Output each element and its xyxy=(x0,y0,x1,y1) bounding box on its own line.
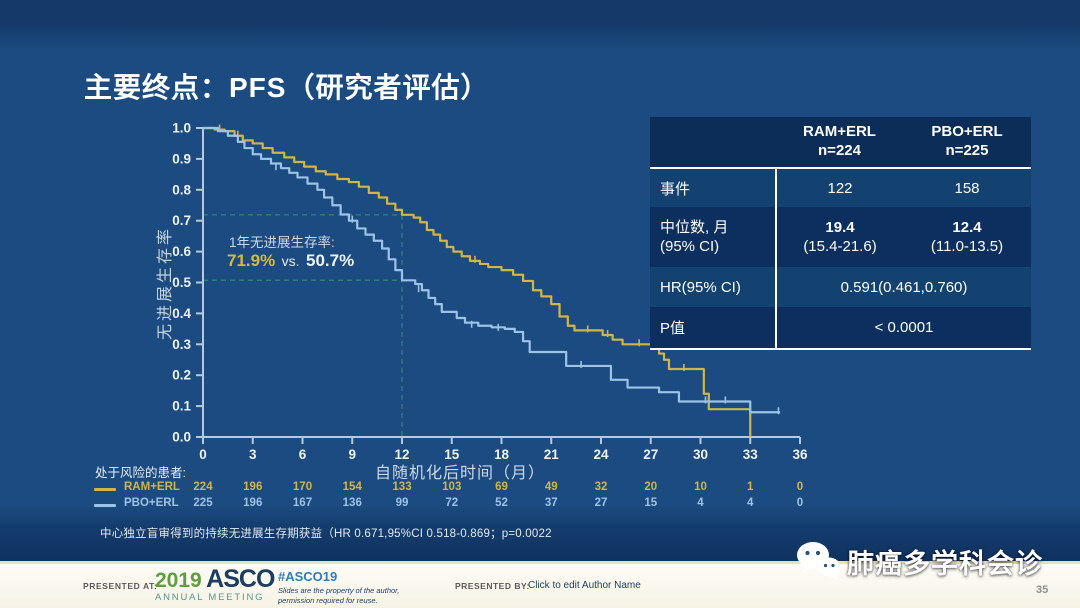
risk-row-ram-erl: RAM+ERL 224 196 170 154 133 103 69 49 32 20 10 1 0 xyxy=(0,481,1080,497)
svg-text:1.0: 1.0 xyxy=(172,121,191,136)
reference-lines xyxy=(203,214,403,437)
svg-text:0.5: 0.5 xyxy=(172,275,191,290)
legend-label: RAM+ERL xyxy=(124,481,180,493)
legend-dash xyxy=(94,488,116,491)
svg-text:0.1: 0.1 xyxy=(172,399,191,414)
risk-count: 103 xyxy=(442,481,462,493)
legend-dash xyxy=(94,504,116,507)
asco-logo-year: 2019 xyxy=(155,569,202,592)
svg-text:6: 6 xyxy=(299,447,307,462)
presented-by-label: PRESENTED BY: xyxy=(455,581,530,591)
footer-divider xyxy=(0,561,1080,564)
risk-count: 72 xyxy=(445,497,459,509)
stats-header-empty xyxy=(650,117,776,169)
watermark-text: 肺癌多学科会诊 xyxy=(847,548,1043,579)
svg-text:15: 15 xyxy=(444,447,460,462)
risk-count: 4 xyxy=(747,497,754,509)
stats-row-pvalue: P值 < 0.0001 xyxy=(650,307,1031,350)
svg-text:21: 21 xyxy=(544,447,560,462)
risk-count: 99 xyxy=(395,497,409,509)
stats-header-row: RAM+ERL n=224 PBO+ERL n=225 xyxy=(650,117,1031,169)
annotation-1yr-pfs-label: 1年无进展生存率: xyxy=(229,235,335,250)
stats-row-events: 事件 122 158 xyxy=(650,168,1031,207)
annotation-vs: vs. xyxy=(281,253,300,269)
hashtag: #ASCO19 xyxy=(278,569,338,584)
annotation-ram-value: 71.9% xyxy=(227,251,276,270)
svg-text:0.9: 0.9 xyxy=(172,151,191,166)
stats-table: RAM+ERL n=224 PBO+ERL n=225 事件 122 158 中… xyxy=(650,117,1031,350)
risk-count: 170 xyxy=(292,481,313,493)
svg-text:36: 36 xyxy=(792,447,808,462)
series-ram-erl xyxy=(203,124,752,437)
watermark: 肺癌多学科会诊 xyxy=(795,540,1043,582)
svg-text:0: 0 xyxy=(199,447,207,462)
risk-count: 154 xyxy=(342,481,362,493)
footnote: 中心独立盲审得到的持续无进展生存期获益（HR 0.671,95%CI 0.518… xyxy=(100,528,552,540)
risk-count: 10 xyxy=(694,481,707,493)
footer-fineprint: Slides are the property of the author, p… xyxy=(278,586,400,606)
svg-text:0.3: 0.3 xyxy=(172,337,191,352)
svg-text:12: 12 xyxy=(394,447,409,462)
risk-row-pbo-erl: PBO+ERL 225 196 167 136 99 72 52 37 27 15 4 4 0 xyxy=(0,497,1080,513)
footer-bar xyxy=(0,564,1080,608)
series-pbo-erl xyxy=(203,126,781,415)
asco-logo-name: ASCO xyxy=(206,565,275,593)
wechat-icon xyxy=(797,542,841,580)
svg-text:0.4: 0.4 xyxy=(172,306,191,321)
risk-count: 37 xyxy=(544,497,558,509)
risk-count: 133 xyxy=(392,481,412,493)
svg-text:9: 9 xyxy=(348,447,356,462)
svg-text:33: 33 xyxy=(743,447,759,462)
asco-logo-subtitle: ANNUAL MEETING xyxy=(155,592,265,603)
legend-label: PBO+ERL xyxy=(124,497,179,509)
risk-count: 32 xyxy=(594,481,608,493)
x-axis-label: 自随机化后时间（月） xyxy=(374,465,546,482)
svg-text:18: 18 xyxy=(494,447,510,462)
risk-count: 0 xyxy=(796,481,804,493)
risk-count: 196 xyxy=(243,497,263,509)
risk-count: 52 xyxy=(495,497,508,509)
svg-text:3: 3 xyxy=(249,447,257,462)
risk-count: 196 xyxy=(243,481,263,493)
annotation-pbo-value: 50.7% xyxy=(306,251,355,270)
svg-text:0.0: 0.0 xyxy=(172,430,191,445)
annotation-1yr-pfs-values: 71.9% vs. 50.7% xyxy=(227,251,354,271)
risk-count: 224 xyxy=(193,481,213,493)
y-axis-label: 无进展生存率 xyxy=(157,225,174,341)
risk-count: 69 xyxy=(495,481,508,493)
risk-count: 167 xyxy=(292,497,313,509)
svg-text:0.2: 0.2 xyxy=(172,368,191,383)
svg-text:0.6: 0.6 xyxy=(172,244,191,259)
presented-at-label: PRESENTED AT: xyxy=(83,581,158,591)
stats-row-median: 中位数, 月 (95% CI) 19.4 (15.4-21.6) 12.4 (1… xyxy=(650,207,1031,267)
page-number: 35 xyxy=(1036,584,1049,596)
stats-header-pbo: PBO+ERL n=225 xyxy=(903,117,1031,169)
stats-header-ram: RAM+ERL n=224 xyxy=(776,117,903,169)
svg-text:30: 30 xyxy=(693,447,708,462)
risk-count: 1 xyxy=(747,481,754,493)
risk-count: 0 xyxy=(796,497,804,509)
presented-by-value: Click to edit Author Name xyxy=(528,579,641,591)
svg-text:0.8: 0.8 xyxy=(172,182,191,197)
risk-count: 4 xyxy=(697,497,704,509)
risk-count: 136 xyxy=(342,497,362,509)
risk-count: 15 xyxy=(644,497,658,509)
axes: 0.00.10.20.30.40.50.60.70.80.91.00 3 6 9 12 1… xyxy=(172,121,808,463)
asco-logo: 2019 ASCO ANNUAL MEETING xyxy=(155,565,275,603)
risk-count: 225 xyxy=(193,497,213,509)
risk-count: 49 xyxy=(544,481,558,493)
svg-text:24: 24 xyxy=(593,447,609,462)
risk-count: 27 xyxy=(594,497,608,509)
risk-count: 20 xyxy=(644,481,658,493)
svg-text:0.7: 0.7 xyxy=(172,213,191,228)
svg-text:27: 27 xyxy=(643,447,658,462)
risk-table-caption: 处于风险的患者: xyxy=(95,466,186,480)
page-title: 主要终点：PFS（研究者评估） xyxy=(84,72,490,103)
stats-row-hr: HR(95% CI) 0.591(0.461,0.760) xyxy=(650,267,1031,307)
